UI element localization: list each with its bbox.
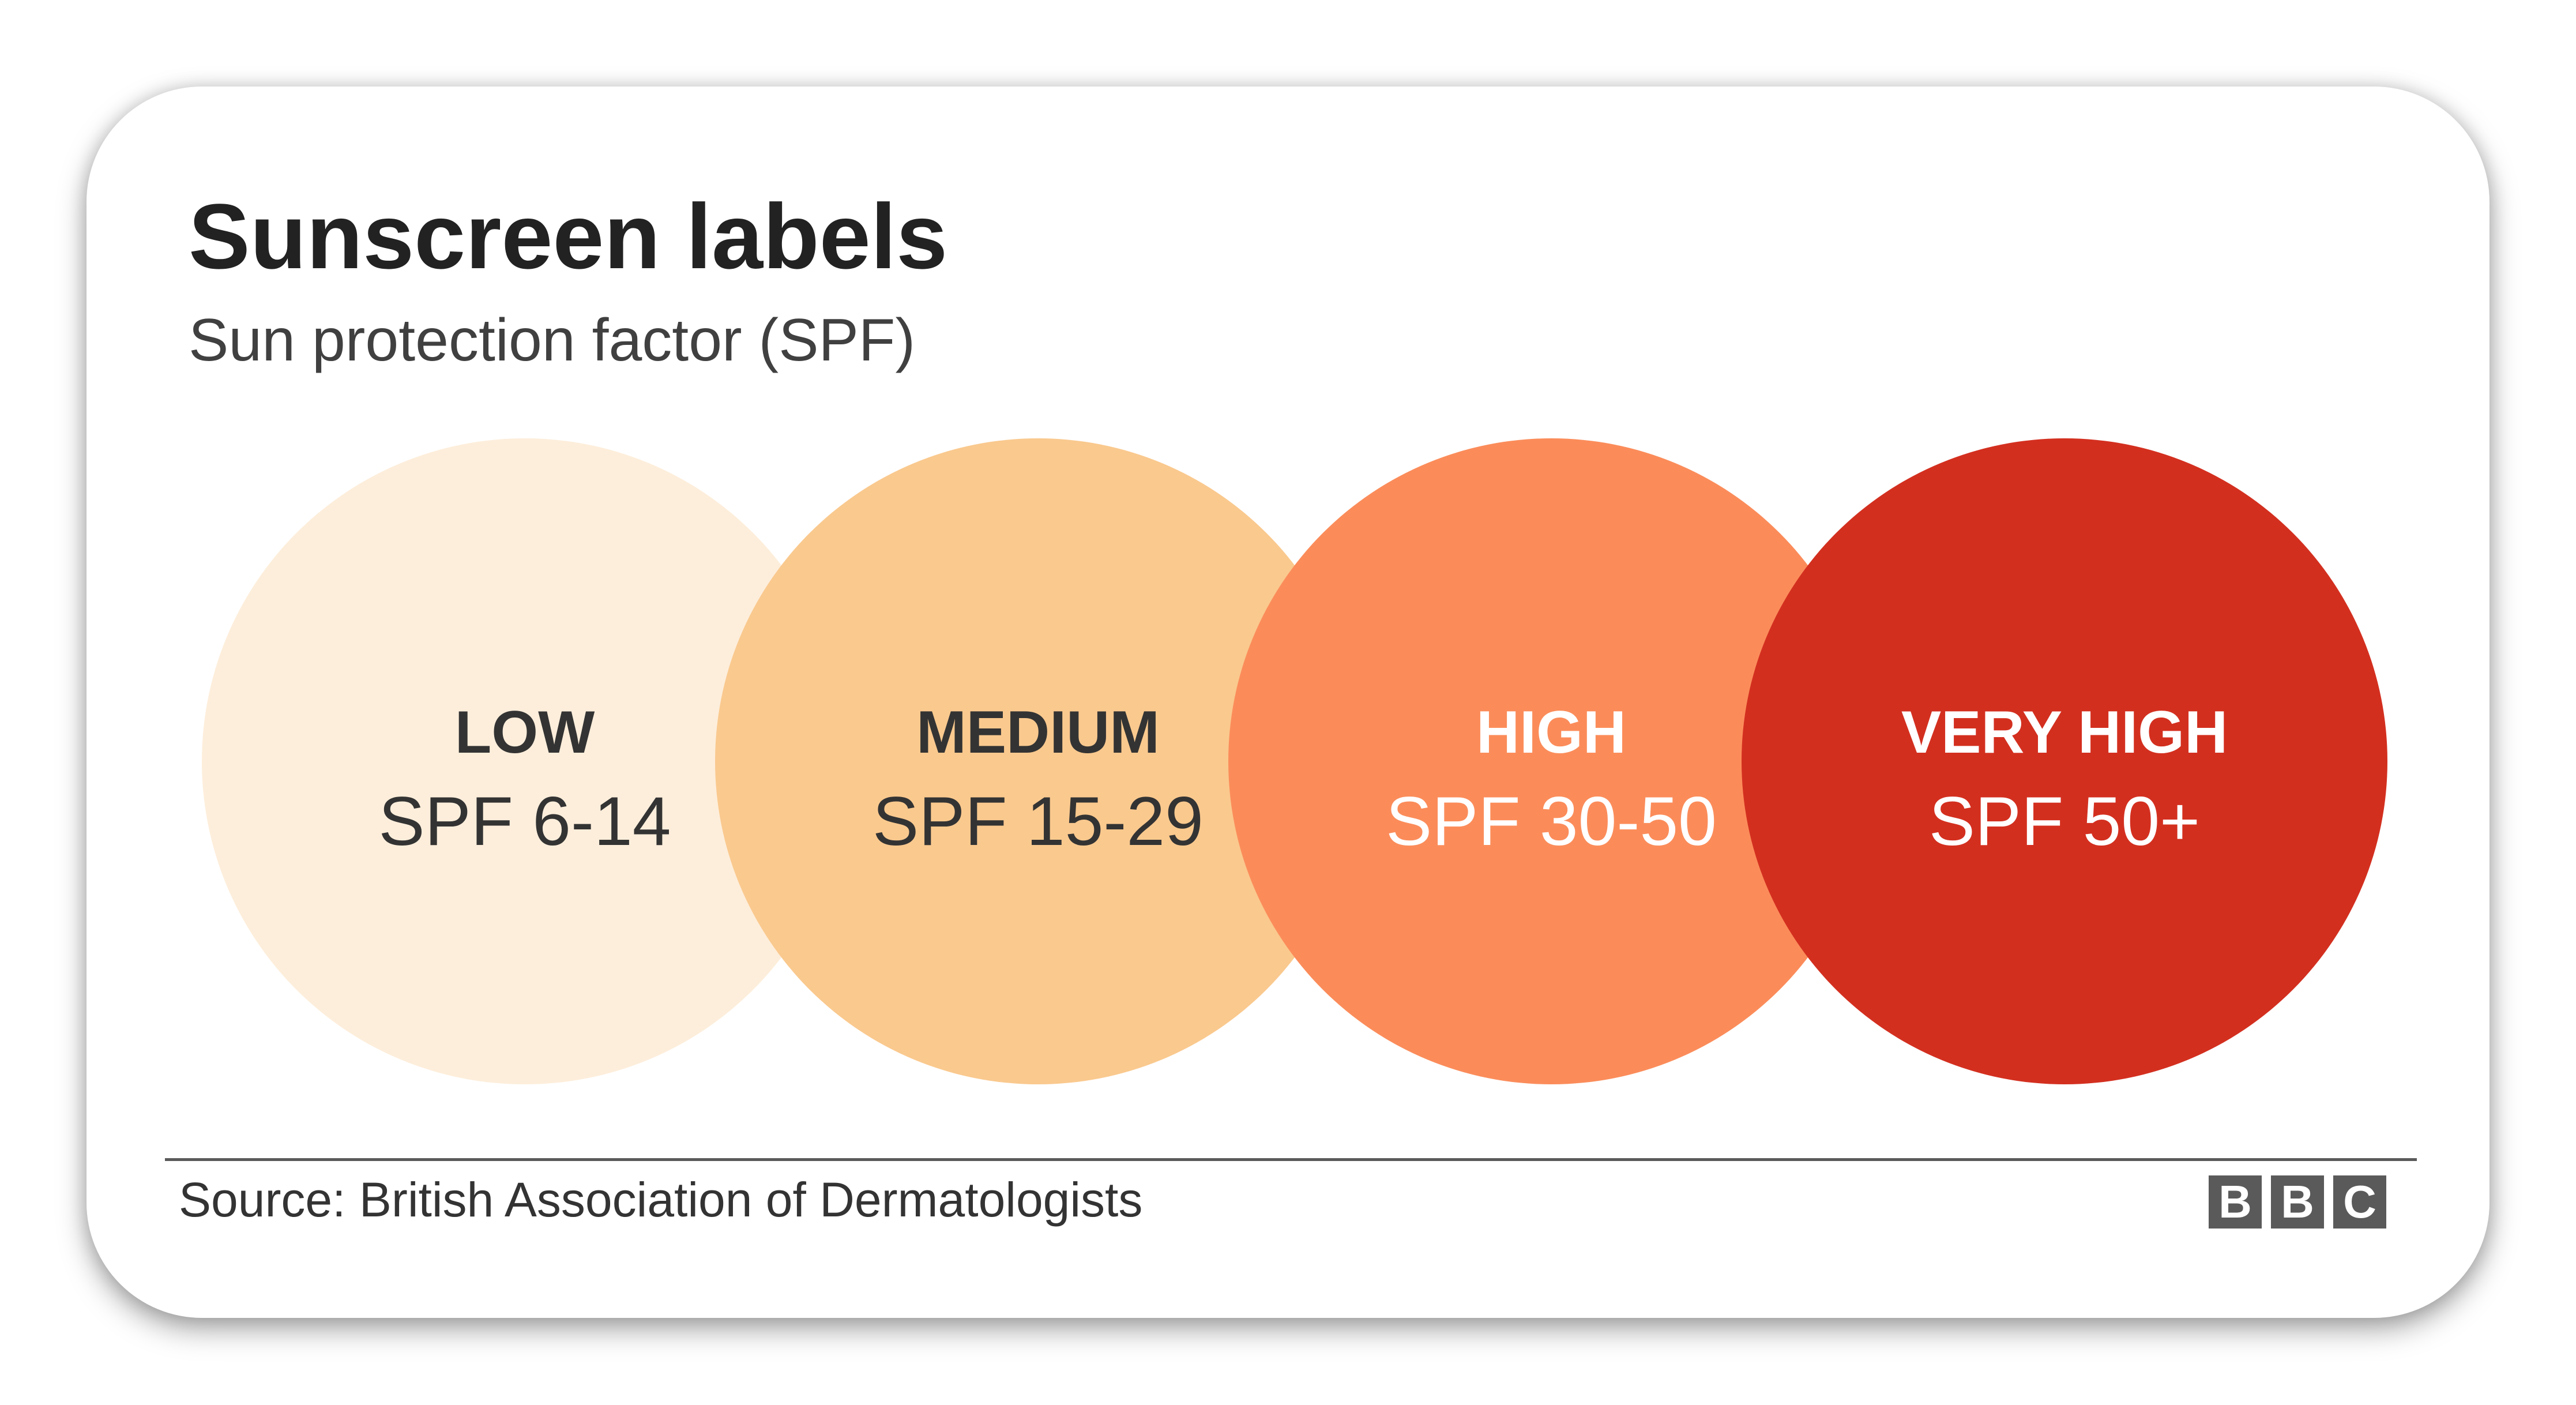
level-name-high: HIGH xyxy=(1476,699,1626,766)
level-name-low: LOW xyxy=(455,699,595,766)
spf-range-medium: SPF 15-29 xyxy=(873,783,1204,860)
circle-medium xyxy=(715,438,1361,1084)
level-name-very-high: VERY HIGH xyxy=(1901,699,2228,766)
bbc-logo-letter: C xyxy=(2333,1175,2386,1229)
spf-circles: LOW SPF 6-14 MEDIUM SPF 15-29 HIGH SPF 30-50 V… xyxy=(202,438,2387,1084)
title: Sunscreen labels xyxy=(189,185,948,288)
bbc-logo-letter: B xyxy=(2271,1175,2324,1229)
subtitle: Sun protection factor (SPF) xyxy=(189,307,916,374)
spf-range-low: SPF 6-14 xyxy=(379,783,671,860)
level-name-medium: MEDIUM xyxy=(916,699,1160,766)
circle-low xyxy=(202,438,848,1084)
spf-range-very-high: SPF 50+ xyxy=(1929,783,2200,860)
spf-range-high: SPF 30-50 xyxy=(1386,783,1717,860)
bbc-logo-letter: B xyxy=(2209,1175,2262,1229)
infographic-card: Sunscreen labels Sun protection factor (… xyxy=(87,87,2489,1318)
circle-very-high xyxy=(1742,438,2387,1084)
bbc-logo: B B C xyxy=(2209,1175,2386,1229)
circle-high xyxy=(1228,438,1874,1084)
footer-divider xyxy=(165,1158,2417,1161)
source-note: Source: British Association of Dermatolo… xyxy=(179,1173,1143,1227)
